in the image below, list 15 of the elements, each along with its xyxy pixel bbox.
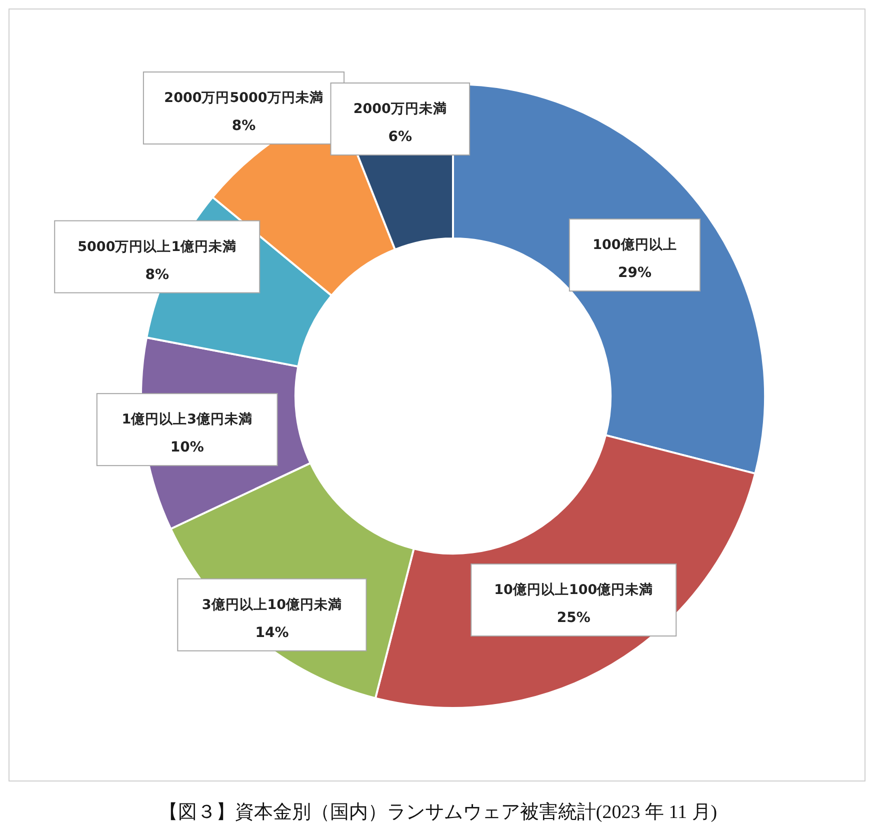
- data-label: 10%: [170, 440, 204, 456]
- slice-label: 5000万円以上1億円未満: [78, 238, 237, 255]
- slice-label: 100億円以上: [592, 236, 677, 254]
- slice-label: 3億円以上10億円未満: [202, 596, 342, 613]
- data-label: 6%: [388, 128, 412, 145]
- slice-label: 2000万円5000万円未満: [164, 90, 324, 106]
- text: 【図３】資本金別（国内）ランサムウェア被害統計(2023 年 11 月): [158, 801, 718, 823]
- data-label: 29%: [618, 265, 652, 282]
- data-label: 25%: [556, 610, 590, 626]
- data-label: 14%: [255, 624, 289, 641]
- slice-label: 1億円以上3億円未満: [122, 410, 253, 428]
- slice-label: 10億円以上100億円未満: [494, 580, 654, 598]
- data-label: 8%: [145, 266, 170, 283]
- slice-label: 2000万円未満: [353, 100, 447, 117]
- data-label: 8%: [232, 118, 256, 134]
